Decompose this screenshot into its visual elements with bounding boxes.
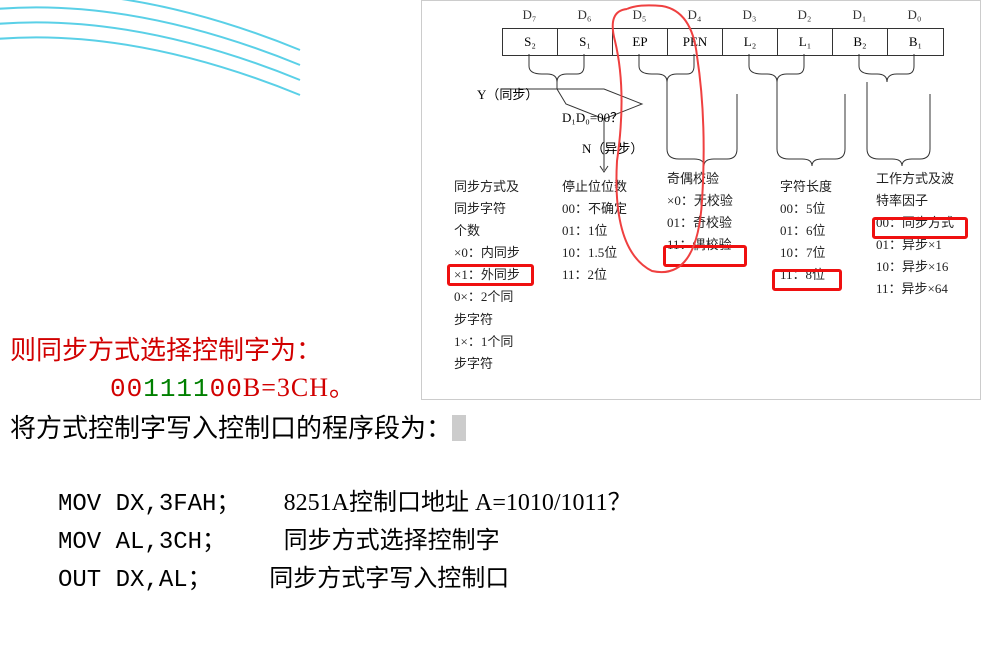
col-option: 01：6位: [780, 220, 870, 242]
bits-red: 00: [110, 374, 143, 404]
bit-cell: S₁: [558, 29, 613, 55]
asm-comment: 同步方式选择控制字: [284, 528, 500, 554]
col-option: 10：1.5位: [562, 242, 657, 264]
col-option: 10：7位: [780, 242, 870, 264]
bit-label: D₅: [612, 7, 667, 23]
code-line: MOV AL,3CH； 同步方式选择控制字: [58, 523, 632, 561]
asm-instruction: OUT DX,AL；: [58, 567, 212, 594]
col-heading: 特率因子: [876, 190, 976, 212]
highlight-box: [663, 245, 747, 267]
col-option: 01：奇校验: [667, 212, 767, 234]
bit-label: D₁: [832, 7, 887, 23]
decorative-swirl: [0, 0, 380, 120]
bit-cell: S₂: [503, 29, 558, 55]
col-heading: 同步方式及: [454, 176, 549, 198]
bit-label: D₂: [777, 7, 832, 23]
col-heading: 停止位位数: [562, 176, 657, 198]
assembly-code: MOV DX,3FAH； 8251A控制口地址 A=1010/1011？ MOV…: [58, 485, 632, 599]
decision-label: D₁D₀=00？: [562, 107, 623, 126]
bit-label: D₆: [557, 7, 612, 23]
col-option: 01：1位: [562, 220, 657, 242]
hex-suffix: B=3CH。: [243, 373, 356, 402]
col-option: 11：异步×64: [876, 278, 976, 300]
col-heading: 同步字符: [454, 198, 549, 220]
bit-label: D₇: [502, 7, 557, 23]
binary-value: 00111100B=3CH。: [110, 367, 632, 404]
bit-label: D₄: [667, 7, 722, 23]
col-option: 00：不确定: [562, 198, 657, 220]
bit-label: D₀: [887, 7, 942, 23]
asm-comment: 8251A控制口地址 A=1010/1011？: [284, 490, 632, 516]
bit-cell: L₁: [778, 29, 833, 55]
main-content: 则同步方式选择控制字为： 00111100B=3CH。 将方式控制字写入控制口的…: [10, 330, 632, 599]
col-option: 00：5位: [780, 198, 870, 220]
bit-cell: EP: [613, 29, 668, 55]
bit-label: D₃: [722, 7, 777, 23]
asm-comment: 同步方式字写入控制口: [269, 566, 509, 592]
asm-instruction: MOV DX,3FAH；: [58, 491, 240, 518]
col-option: 10：异步×16: [876, 256, 976, 278]
col-heading: 工作方式及波: [876, 168, 976, 190]
col-option: ×0：无校验: [667, 190, 767, 212]
bit-cell: L₂: [723, 29, 778, 55]
col-option: 11：2位: [562, 264, 657, 286]
highlight-box: [447, 264, 534, 286]
code-line: MOV DX,3FAH； 8251A控制口地址 A=1010/1011？: [58, 485, 632, 523]
asm-instruction: MOV AL,3CH；: [58, 529, 226, 556]
n-async-label: N（异步）: [582, 138, 643, 157]
col-heading: 字符长度: [780, 176, 870, 198]
col-option: 步字符: [454, 309, 549, 331]
highlight-box: [772, 269, 842, 291]
bit-cells-row: S₂ S₁ EP PEN L₂ L₁ B₂ B₁: [502, 28, 944, 56]
y-sync-label: Y（同步）: [477, 84, 538, 103]
col-option: 0×：2个同: [454, 286, 549, 308]
program-segment-title: 将方式控制字写入控制口的程序段为：: [10, 408, 632, 445]
control-word-title: 则同步方式选择控制字为：: [10, 330, 632, 367]
program-segment-text: 将方式控制字写入控制口的程序段为：: [10, 414, 452, 443]
bit-cell: B₁: [888, 29, 943, 55]
col-stop-bits: 停止位位数 00：不确定 01：1位 10：1.5位 11：2位: [562, 176, 657, 286]
col-heading: 奇偶校验: [667, 168, 767, 190]
bit-header-row: D₇ D₆ D₅ D₄ D₃ D₂ D₁ D₀: [502, 7, 942, 23]
code-line: OUT DX,AL； 同步方式字写入控制口: [58, 561, 632, 599]
col-heading: 个数: [454, 220, 549, 242]
bits-green: 1111: [143, 374, 209, 404]
bit-cell: PEN: [668, 29, 723, 55]
highlight-box: [872, 217, 968, 239]
col-option: ×0：内同步: [454, 242, 549, 264]
col-parity: 奇偶校验 ×0：无校验 01：奇校验 11：偶校验: [667, 168, 767, 256]
text-cursor: [452, 415, 466, 441]
bit-cell: B₂: [833, 29, 888, 55]
bits-red: 00: [210, 374, 243, 404]
